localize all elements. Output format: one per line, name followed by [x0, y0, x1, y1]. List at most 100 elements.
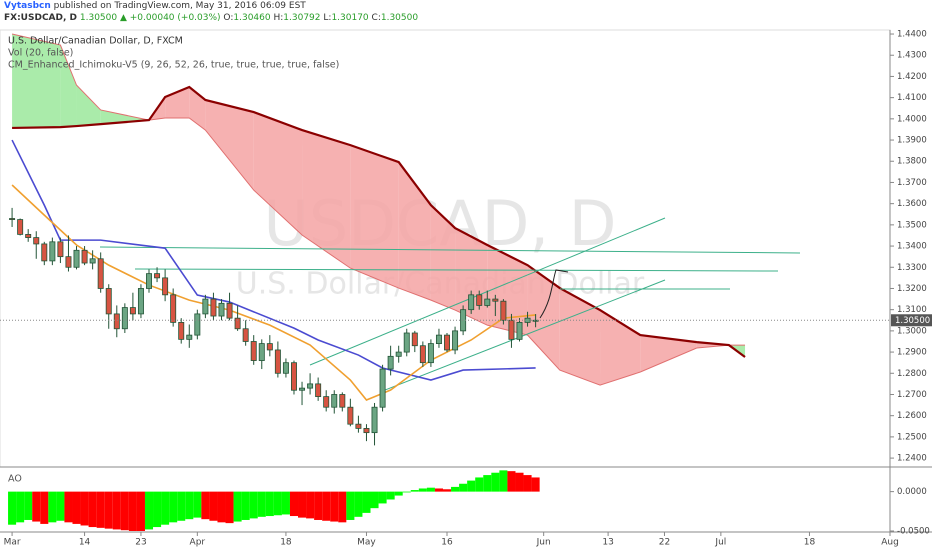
ao-bar: [346, 491, 355, 520]
ao-bar: [56, 491, 65, 521]
cloud-segment: [527, 265, 560, 371]
ao-bar: [112, 491, 121, 530]
y-tick-label: 1.2800: [897, 369, 927, 379]
candle-body: [226, 302, 233, 319]
ao-bar: [249, 491, 258, 519]
candle-body: [403, 332, 410, 353]
cloud-segment: [12, 34, 61, 128]
x-tick-label: 14: [79, 538, 91, 548]
candle-body: [242, 328, 249, 342]
y-tick-label: -0.0500: [897, 527, 930, 537]
ao-bar: [40, 491, 49, 524]
x-tick-label: 16: [441, 538, 453, 548]
quote-line: FX:USDCAD, D 1.30500 ▲ +0.00040 (+0.03%)…: [4, 12, 418, 24]
ao-bars: [8, 470, 540, 531]
ao-bar: [241, 491, 250, 520]
ao-bar: [16, 491, 25, 523]
ao-bar: [475, 477, 484, 492]
ao-bar: [386, 491, 395, 500]
author[interactable]: Vytasbcn: [4, 1, 51, 11]
candle-body: [73, 249, 80, 268]
y-tick-label: 1.2700: [897, 390, 927, 400]
cloud-segment: [559, 288, 601, 386]
ao-bar: [128, 491, 137, 531]
ao-bar: [451, 486, 460, 492]
trend-line: [99, 246, 801, 254]
candle-body: [387, 355, 394, 370]
candle-body: [170, 294, 177, 323]
ao-bar: [8, 491, 17, 525]
legend: U.S. Dollar/Canadian Dollar, D, FXCM Vol…: [8, 36, 339, 485]
candle-body: [113, 313, 120, 330]
ao-bar: [144, 491, 154, 530]
y-tick-label: 1.3000: [897, 326, 927, 336]
ao-bar: [426, 487, 435, 492]
last-price-label: 1.30500: [895, 316, 930, 326]
candle-body: [17, 219, 24, 235]
trend-line: [134, 268, 779, 272]
x-tick-label: 22: [659, 538, 670, 548]
candle-body: [291, 362, 297, 391]
ao-bar: [306, 491, 315, 519]
candle-body: [347, 406, 354, 425]
candle-body: [146, 273, 152, 289]
y-tick-label: 1.3500: [897, 220, 927, 230]
candle-body: [468, 294, 475, 311]
o-val: 1.30460: [233, 13, 271, 23]
ao-bar: [523, 475, 532, 492]
x-tick-label: 18: [280, 538, 292, 548]
x-tick-label: Mar: [4, 538, 21, 548]
candle-body: [444, 334, 450, 351]
x-tick-label: Jun: [536, 538, 551, 548]
ao-bar: [120, 491, 129, 531]
x-tick-label: 23: [135, 538, 146, 548]
candles: [9, 207, 539, 446]
ao-bar: [201, 491, 210, 520]
candle-body: [508, 319, 515, 340]
ao-bar: [394, 491, 403, 496]
ao-bar: [330, 491, 339, 522]
candle-body: [532, 319, 539, 322]
candle-body: [379, 368, 386, 408]
candle-body: [484, 298, 491, 306]
header: Vytasbcn published on TradingView.com, M…: [4, 0, 418, 24]
candle-body: [492, 298, 499, 302]
candle-body: [476, 294, 483, 306]
candle-body: [194, 313, 201, 336]
candle-body: [371, 406, 378, 434]
x-tick-label: 13: [602, 538, 613, 548]
ao-bar: [104, 491, 113, 529]
x-tick-label: May: [357, 538, 376, 548]
candle-body: [178, 321, 185, 340]
ao-bar: [338, 491, 347, 523]
ao-bar: [370, 491, 379, 509]
ao-bar: [136, 491, 145, 531]
candle-body: [331, 394, 338, 408]
candle-body: [315, 383, 322, 398]
ao-bar: [459, 483, 468, 492]
ao-bar: [434, 488, 443, 492]
ao-bar: [491, 472, 500, 492]
candle-body: [41, 243, 48, 262]
y-tick-label: 1.2500: [897, 432, 927, 442]
candle-body: [57, 241, 64, 258]
candle-body: [129, 307, 136, 315]
symbol: FX:USDCAD, D: [4, 13, 78, 23]
ao-bar: [378, 491, 387, 504]
ao-bar: [233, 491, 242, 522]
ao-bar: [80, 491, 89, 526]
candle-body: [97, 258, 104, 289]
axes: 1.2400 1.2500 1.2600 1.2700 1.2800 1.2900 1.30…: [0, 30, 932, 548]
cloud-segment: [430, 205, 456, 311]
y-tick-label: 1.3600: [897, 199, 927, 209]
publish-line: Vytasbcn published on TradingView.com, M…: [4, 0, 418, 12]
ao-bar: [257, 491, 266, 517]
y-tick-label: 0.0000: [897, 487, 927, 497]
y-tick-label: 1.2400: [897, 454, 927, 464]
ao-bar: [442, 489, 452, 492]
ao-bar: [362, 491, 371, 513]
candle-body: [65, 256, 72, 268]
o-key: O:: [223, 13, 234, 23]
ao-title: AO: [8, 474, 22, 485]
price: 1.30500: [79, 13, 118, 23]
